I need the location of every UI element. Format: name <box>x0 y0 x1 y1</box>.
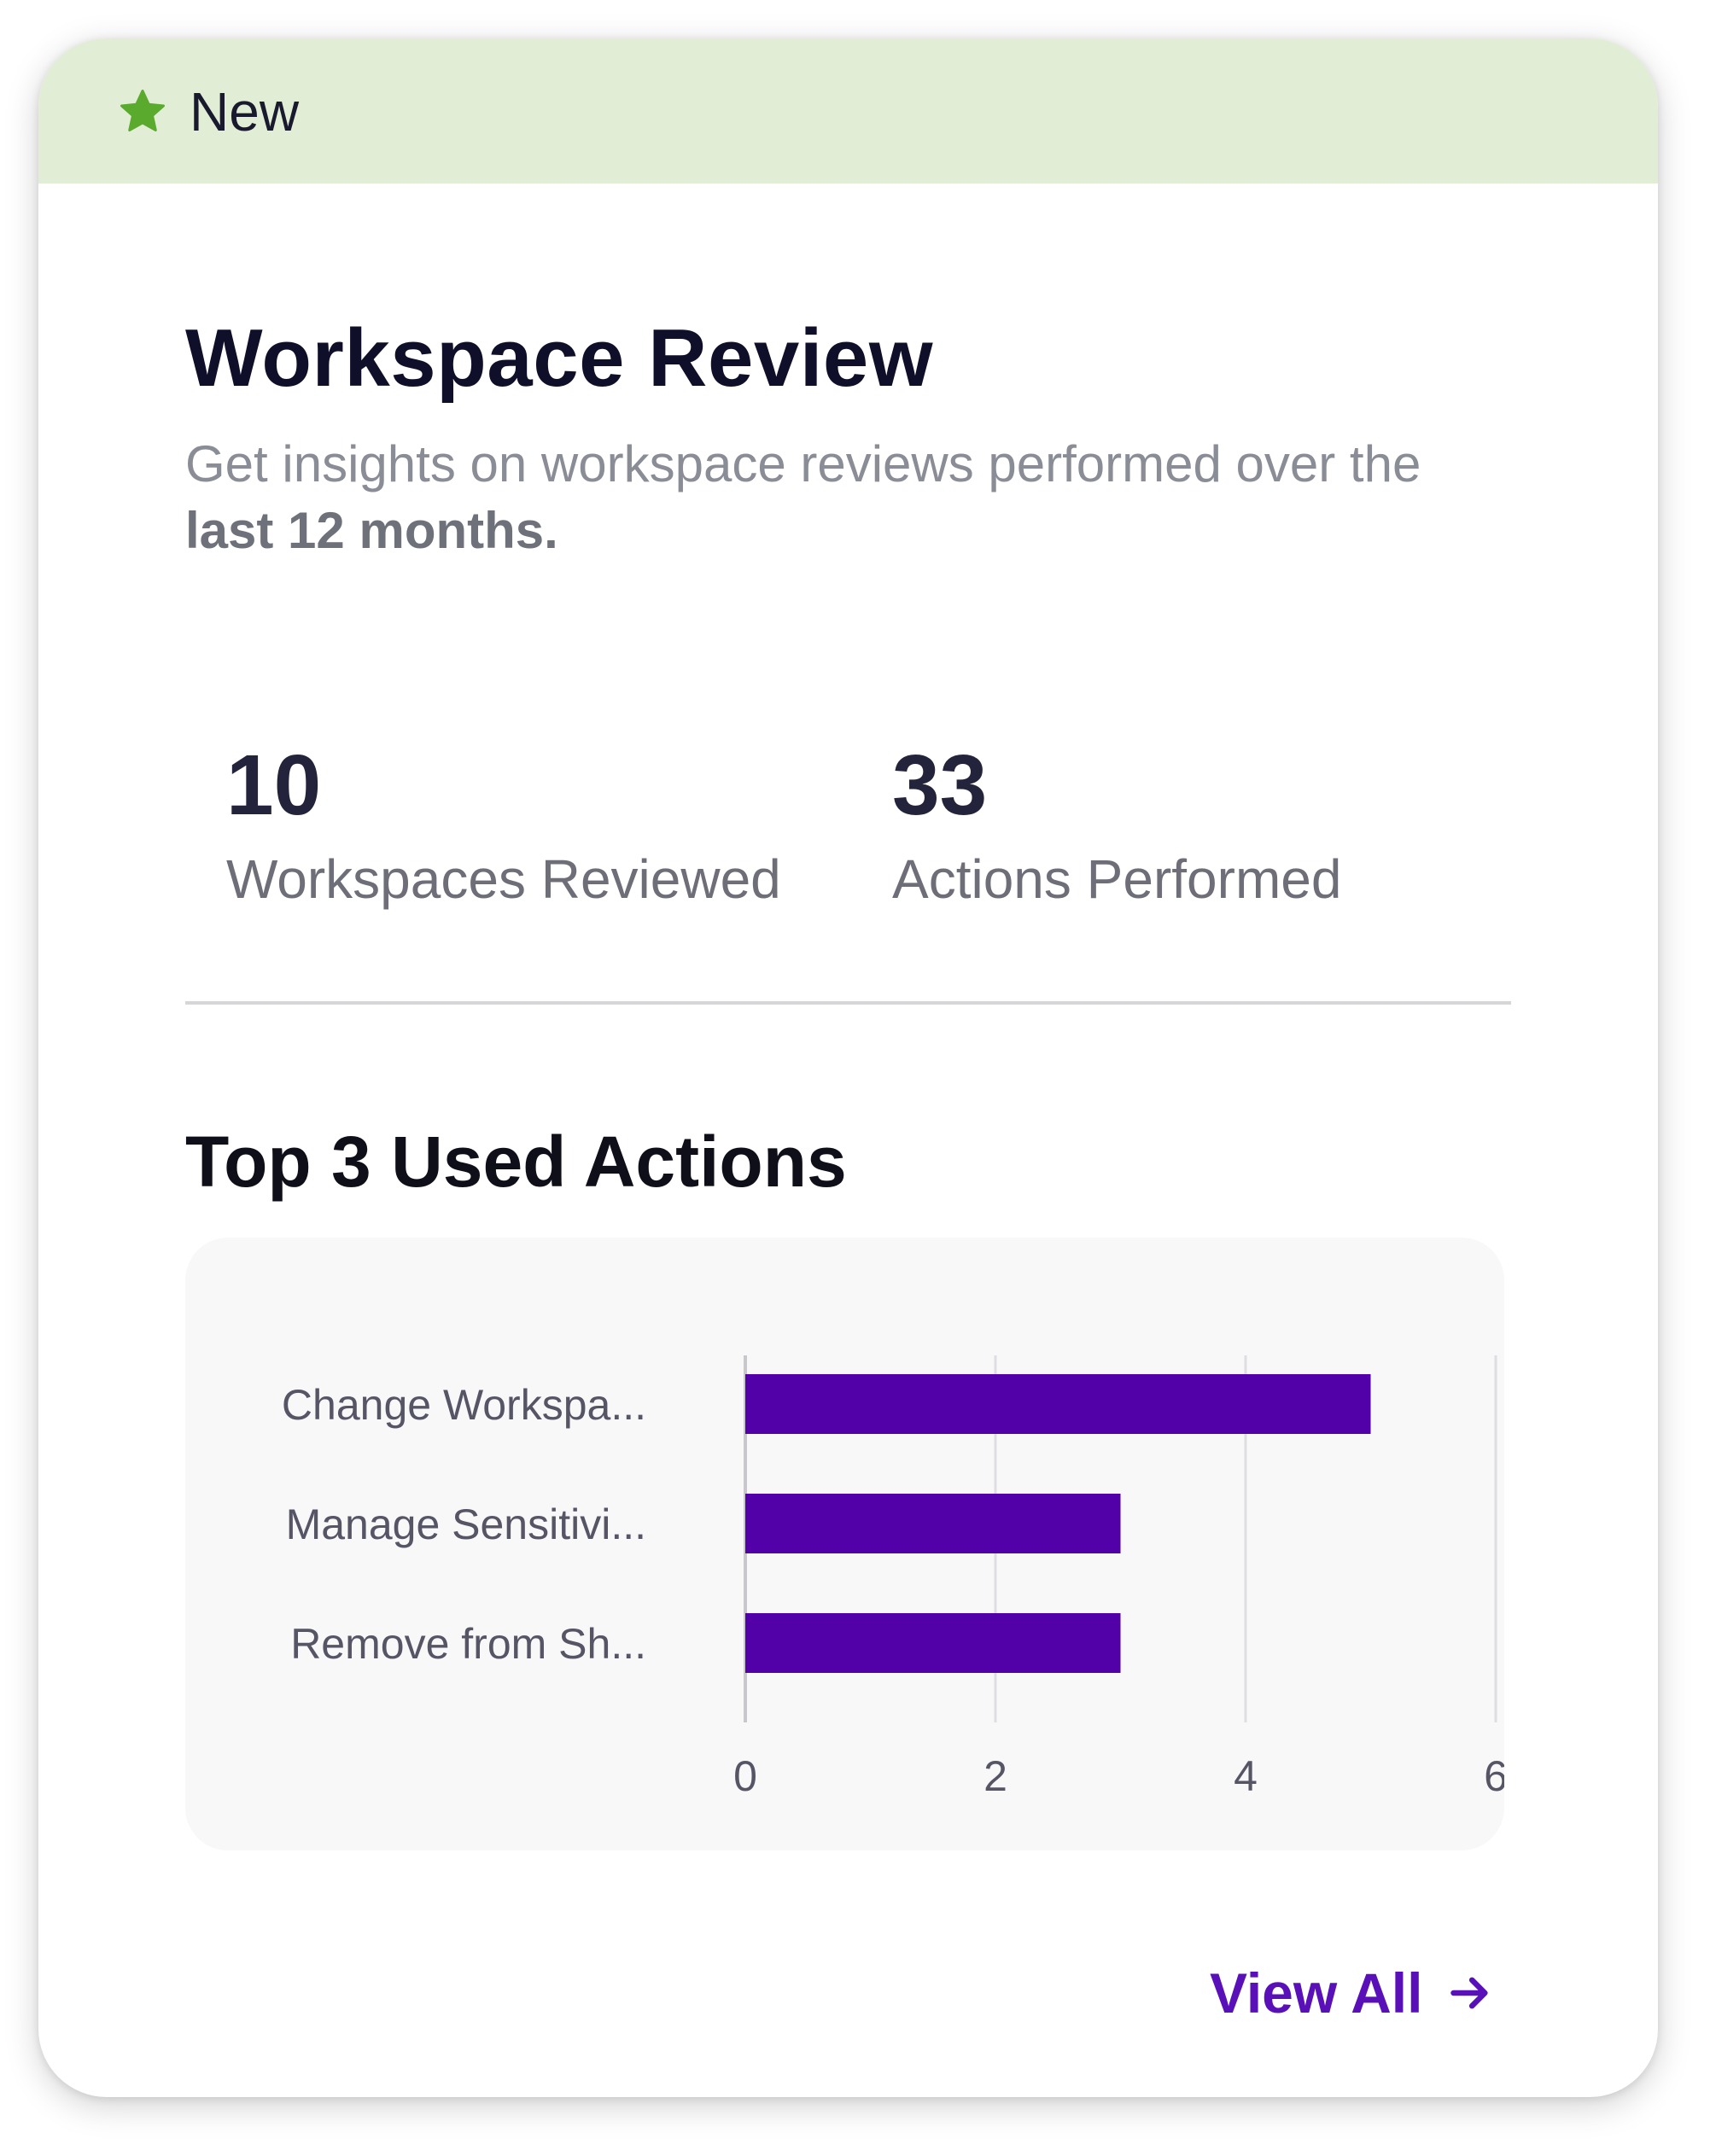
view-all-label: View All <box>1210 1961 1423 2025</box>
view-all-button[interactable]: View All <box>1210 1955 1492 2031</box>
category-label: Manage Sensitivi... <box>286 1500 646 1548</box>
arrow-right-icon <box>1450 1977 1489 2009</box>
actions-performed-label: Actions Performed <box>892 848 1342 910</box>
subtitle-text: Get insights on workspace reviews perfor… <box>185 435 1421 492</box>
x-tick-label: 4 <box>1234 1752 1258 1800</box>
bar <box>745 1613 1121 1673</box>
x-tick-label: 2 <box>983 1752 1007 1800</box>
x-tick-label: 0 <box>733 1752 757 1800</box>
subtitle-period: last 12 months. <box>185 502 558 559</box>
workspaces-reviewed-count: 10 <box>226 737 322 833</box>
workspaces-reviewed-label: Workspaces Reviewed <box>226 848 781 910</box>
star-icon <box>120 90 165 131</box>
bar-chart: Change Workspa... Manage Sensitivi... Remo… <box>282 1355 1504 1800</box>
workspace-review-card: New Workspace Review Get insights on wor… <box>38 38 1658 2097</box>
section-title: Top 3 Used Actions <box>185 1122 847 1202</box>
new-banner: New <box>38 38 1658 184</box>
category-label: Remove from Sh... <box>290 1620 646 1668</box>
page-title: Workspace Review <box>185 312 933 404</box>
new-label: New <box>190 81 300 143</box>
bar <box>745 1374 1371 1434</box>
actions-performed-count: 33 <box>892 737 988 833</box>
bar <box>745 1494 1121 1553</box>
page-subtitle: Get insights on workspace reviews perfor… <box>185 431 1551 564</box>
category-label: Change Workspa... <box>282 1381 646 1429</box>
divider <box>185 1001 1511 1005</box>
x-tick-label: 6 <box>1484 1752 1504 1800</box>
top-actions-chart: Change Workspa... Manage Sensitivi... Remo… <box>185 1238 1504 1850</box>
